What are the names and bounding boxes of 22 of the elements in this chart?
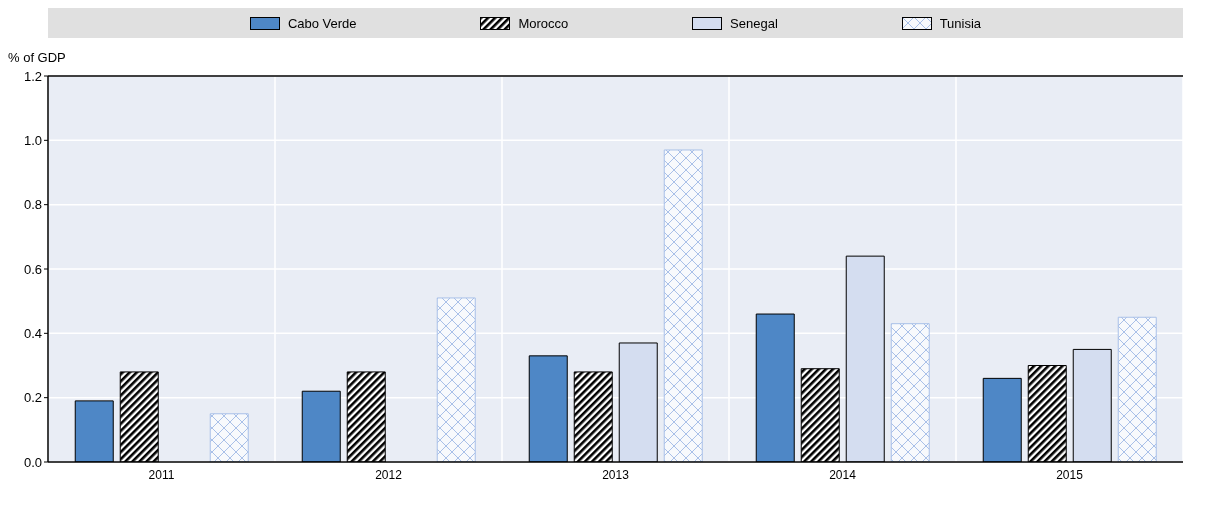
x-tick-label: 2013 (602, 467, 630, 482)
y-tick-label: 0.0 (23, 454, 42, 470)
bar (436, 297, 476, 462)
x-tick-label: 2012 (375, 467, 403, 482)
y-axis-title: % of GDP (8, 50, 67, 67)
bar (890, 323, 930, 462)
y-tick-label: 1.2 (23, 68, 42, 84)
legend-label: Senegal (730, 15, 778, 31)
legend-label: Tunisia (939, 15, 982, 31)
x-tick-label: 2015 (1056, 467, 1084, 482)
y-tick-label: 0.4 (23, 325, 42, 341)
bar (1117, 316, 1157, 462)
bar (663, 149, 703, 462)
legend-label: Cabo Verde (287, 15, 357, 31)
y-tick-label: 0.8 (23, 197, 42, 213)
bar (209, 413, 249, 462)
legend-label: Morocco (518, 15, 569, 31)
x-tick-label: 2014 (829, 467, 857, 482)
y-tick-label: 0.6 (23, 261, 42, 277)
y-tick-label: 1.0 (23, 132, 42, 148)
y-tick-label: 0.2 (23, 390, 42, 406)
x-tick-label: 2011 (148, 467, 175, 482)
